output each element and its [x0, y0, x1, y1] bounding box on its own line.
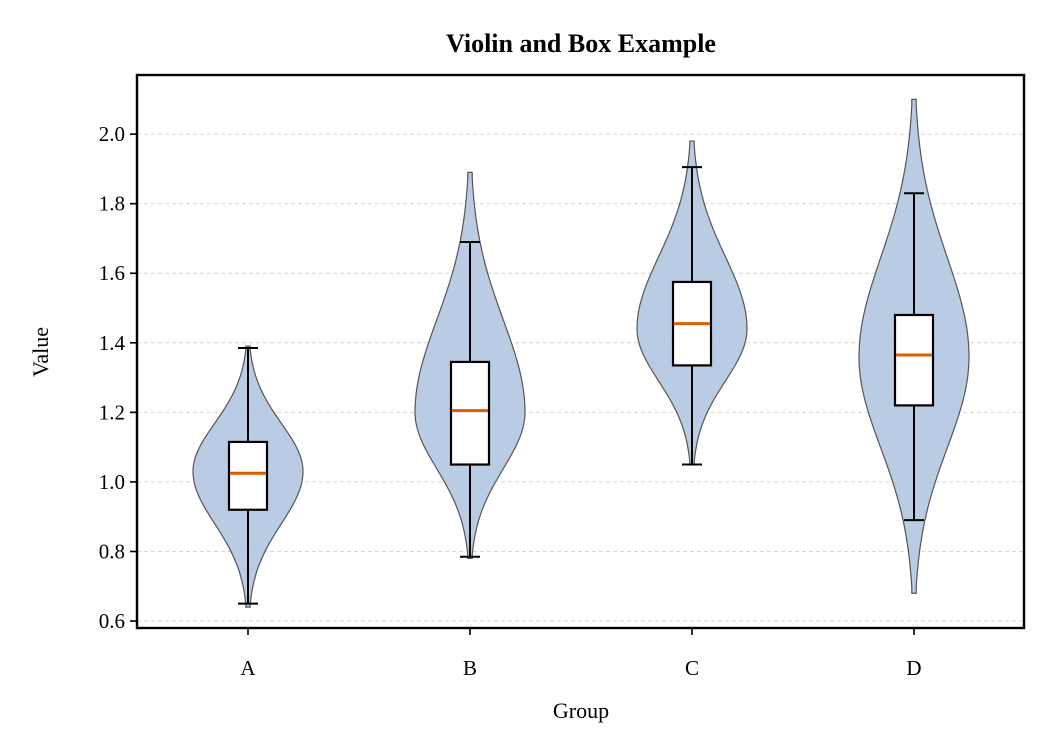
box-plots: [227, 166, 935, 605]
y-tick-label: 1.4: [99, 331, 126, 355]
x-tick-label: A: [240, 656, 256, 680]
y-tick-label: 0.8: [99, 539, 125, 563]
grid-lines: [137, 133, 1024, 622]
x-axis-label: Group: [553, 698, 609, 723]
x-tick-label: B: [463, 656, 477, 680]
y-tick-label: 1.2: [99, 400, 125, 424]
box-A: [227, 440, 269, 511]
box-D: [893, 313, 935, 407]
y-tick-label: 1.0: [99, 470, 125, 494]
y-axis: 0.6 0.8 1.0 1.2 1.4 1.6 1.8 2.0: [99, 122, 137, 633]
y-tick-label: 2.0: [99, 122, 125, 146]
x-tick-label: D: [906, 656, 921, 680]
box-B: [449, 360, 491, 466]
plot-area-frame: [135, 73, 1026, 630]
y-axis-label: Value: [28, 327, 53, 377]
x-tick-label: C: [685, 656, 699, 680]
y-tick-label: 1.8: [99, 192, 125, 216]
x-axis: A B C D: [240, 628, 922, 680]
chart-title: Violin and Box Example: [446, 29, 716, 58]
y-tick-label: 0.6: [99, 609, 125, 633]
y-tick-label: 1.6: [99, 261, 125, 285]
violins: [192, 98, 970, 608]
